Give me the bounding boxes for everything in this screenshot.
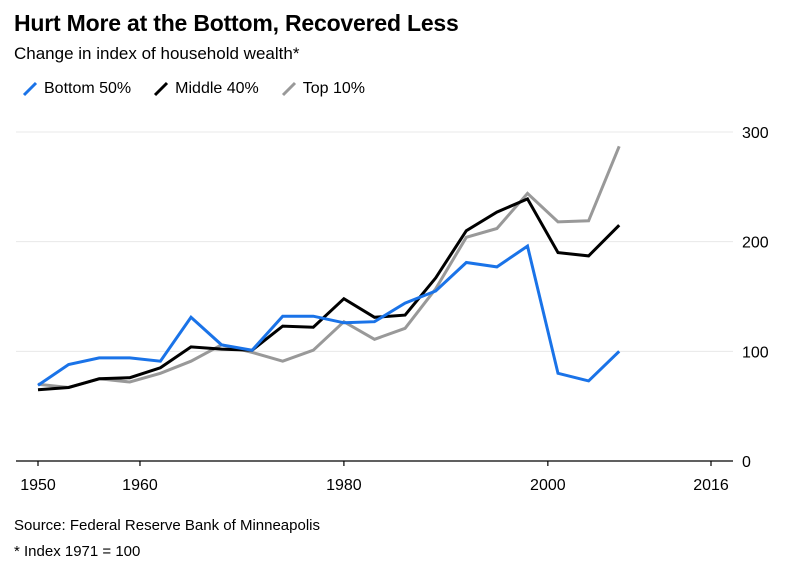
legend-swatch-top-10 bbox=[281, 81, 297, 97]
chart-subtitle: Change in index of household wealth* bbox=[14, 44, 300, 63]
legend-label-top-10: Top 10% bbox=[302, 80, 366, 97]
legend: Bottom 50% Middle 40% Top 10% bbox=[22, 80, 387, 98]
legend-label-bottom-50: Bottom 50% bbox=[44, 80, 132, 97]
series-line-bottom-50 bbox=[37, 243, 621, 387]
legend-item-top-10: Top 10% bbox=[281, 80, 365, 98]
x-tick-label-1960: 1960 bbox=[122, 477, 158, 494]
chart-title: Hurt More at the Bottom, Recovered Less bbox=[14, 10, 459, 36]
series-line-middle-40 bbox=[37, 196, 621, 392]
y-tick-label-100: 100 bbox=[742, 344, 769, 361]
x-tick-label-1950: 1950 bbox=[20, 477, 56, 494]
y-tick-label-300: 300 bbox=[742, 125, 769, 142]
legend-swatch-bottom-50 bbox=[22, 81, 38, 97]
x-tick-label-2016: 2016 bbox=[693, 477, 729, 494]
x-tick-label-1980: 1980 bbox=[326, 477, 362, 494]
x-tick-label-2000: 2000 bbox=[530, 477, 566, 494]
legend-label-middle-40: Middle 40% bbox=[175, 80, 259, 97]
source-note: Source: Federal Reserve Bank of Minneapo… bbox=[14, 517, 320, 534]
legend-item-bottom-50: Bottom 50% bbox=[22, 80, 131, 98]
legend-swatch-middle-40 bbox=[153, 81, 169, 97]
index-footnote: * Index 1971 = 100 bbox=[14, 543, 141, 560]
legend-item-middle-40: Middle 40% bbox=[153, 80, 259, 98]
y-tick-label-0: 0 bbox=[742, 454, 751, 471]
series-line-top-10 bbox=[37, 145, 621, 390]
y-tick-label-200: 200 bbox=[742, 235, 769, 252]
